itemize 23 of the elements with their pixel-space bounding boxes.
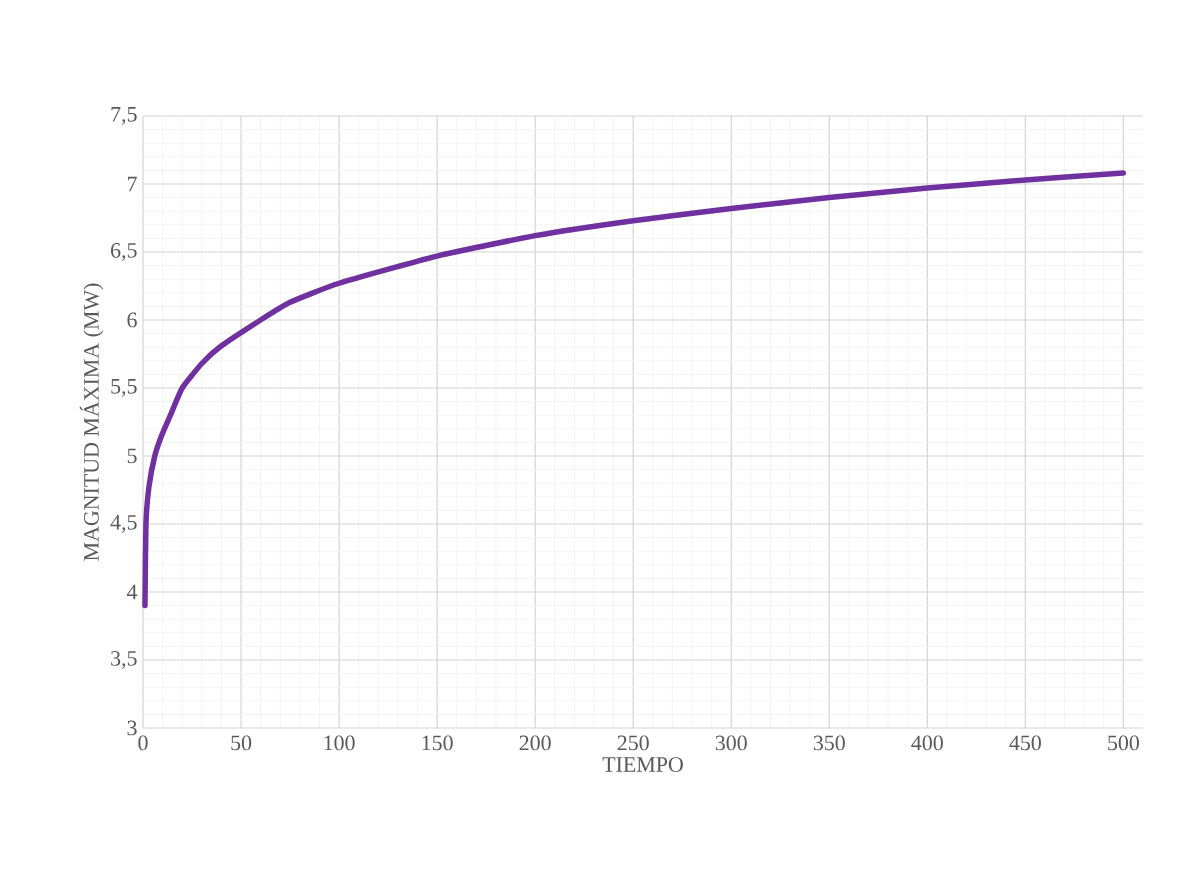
y-tick-label: 7	[127, 176, 137, 192]
x-tick-label: 500	[1108, 735, 1139, 751]
x-tick-label: 300	[715, 735, 747, 751]
x-tick-label: 100	[324, 735, 355, 751]
x-tick-label: 350	[813, 735, 845, 751]
y-tick-label: 6,5	[111, 243, 137, 261]
y-axis-title: MAGNITUD MÁXIMA (MW)	[79, 283, 104, 561]
y-tick-label: 3	[127, 720, 137, 736]
x-tick-label: 250	[617, 735, 649, 751]
y-tick-label: 4,5	[110, 515, 137, 533]
y-tick-label: 3,5	[111, 651, 137, 669]
x-tick-label: 400	[911, 735, 943, 751]
x-tick-label: 200	[519, 735, 551, 751]
y-tick-label: 5,5	[111, 379, 137, 397]
y-tick-label: 4	[126, 584, 138, 600]
y-tick-label: 7,5	[111, 107, 137, 125]
x-tick-label: 0	[138, 735, 148, 751]
y-tick-label: 5	[127, 448, 137, 464]
y-tick-label: 6	[127, 312, 137, 328]
x-tick-label: 50	[231, 735, 252, 751]
x-tick-label: 150	[422, 735, 453, 751]
x-axis-title: TIEMPO	[602, 757, 683, 772]
x-tick-label: 450	[1009, 735, 1041, 751]
